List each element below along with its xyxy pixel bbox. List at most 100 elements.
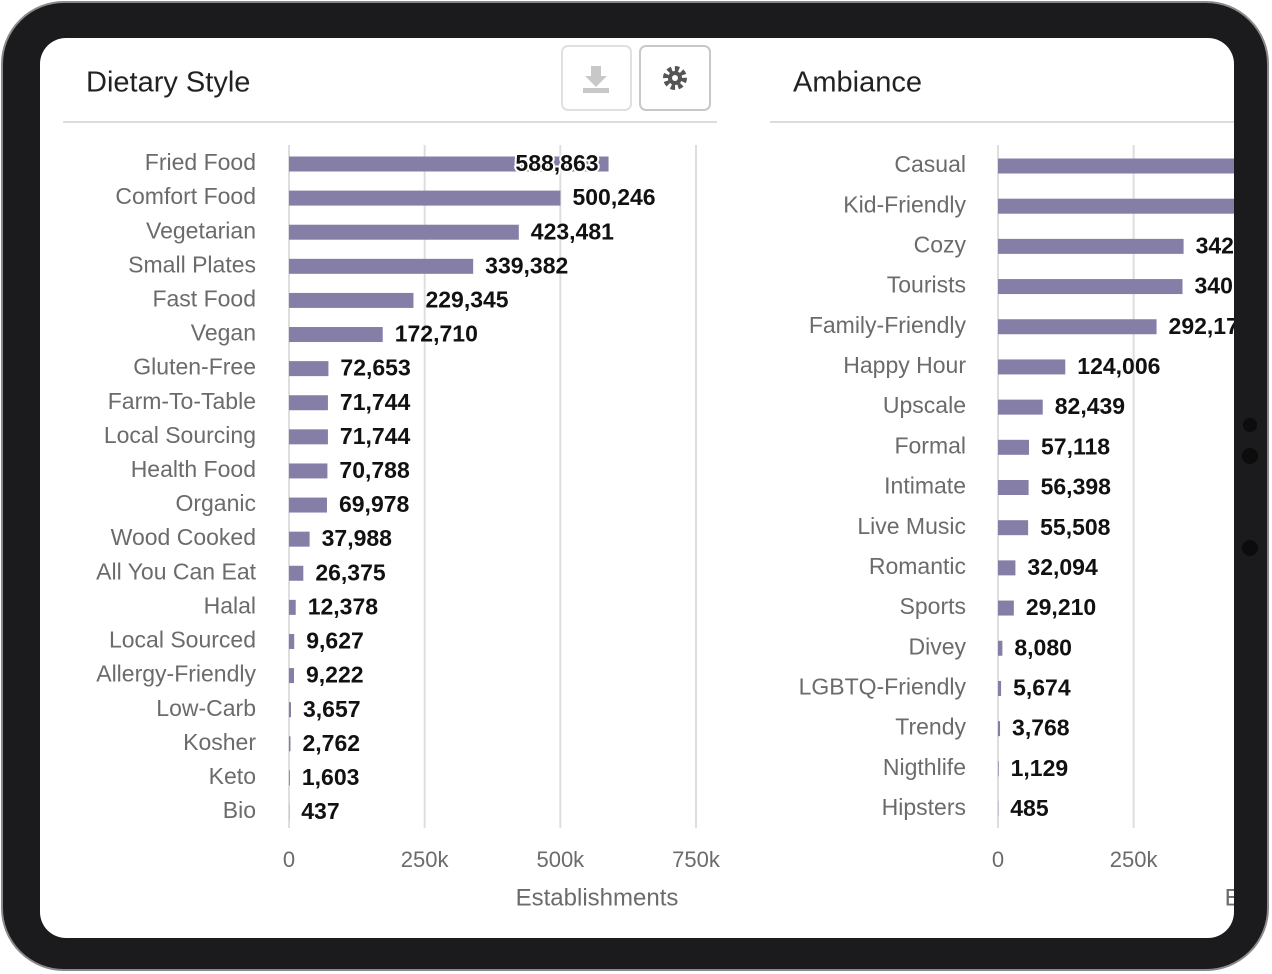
category-label: Trendy	[895, 714, 966, 740]
value-label: 588,863	[515, 150, 598, 176]
category-label: Health Food	[131, 456, 256, 482]
value-label: 32,094	[1027, 554, 1098, 580]
value-label: 12,378	[308, 593, 379, 619]
value-label: 423,481	[531, 218, 614, 244]
category-label: Kosher	[183, 729, 256, 755]
bar	[289, 668, 295, 684]
bar	[998, 359, 1066, 375]
value-label: 29,210	[1026, 594, 1096, 620]
bar	[998, 761, 999, 777]
category-label: Gluten-Free	[133, 354, 256, 380]
x-tick-label: 0	[283, 847, 295, 872]
category-label: Intimate	[884, 473, 966, 499]
category-label: Formal	[894, 432, 966, 458]
bar	[998, 399, 1043, 415]
value-label: 342,000	[1196, 232, 1272, 258]
value-label: 172,710	[395, 321, 478, 347]
category-label: Family-Friendly	[809, 312, 967, 338]
category-label: Romantic	[869, 553, 966, 579]
bar	[289, 258, 474, 274]
category-label: Vegan	[191, 320, 256, 346]
category-label: LGBTQ-Friendly	[799, 674, 967, 700]
category-label: All You Can Eat	[96, 558, 256, 584]
camera	[1243, 418, 1257, 432]
category-label: Farm-To-Table	[108, 388, 256, 414]
panel-title: Ambiance	[793, 67, 922, 99]
category-label: Vegetarian	[146, 217, 256, 243]
x-axis-label: Establishments	[1225, 884, 1272, 911]
bar	[289, 156, 609, 172]
bar	[289, 702, 291, 718]
bar	[289, 224, 519, 240]
value-label: 292,170	[1169, 313, 1252, 339]
bar	[289, 429, 328, 445]
bar	[289, 361, 329, 377]
value-label: 500,246	[572, 184, 655, 210]
screen-bg	[40, 38, 1234, 938]
category-label: Fast Food	[152, 285, 256, 311]
bar	[998, 600, 1014, 616]
sensor	[1242, 540, 1258, 556]
value-label: 5,674	[1013, 675, 1071, 701]
value-label: 3,768	[1012, 715, 1070, 741]
category-label: Nigthlife	[883, 754, 966, 780]
value-label: 71,744	[340, 389, 411, 415]
value-label: 340,000	[1195, 273, 1272, 299]
value-label: 485	[1010, 795, 1049, 821]
category-label: Cozy	[914, 231, 967, 257]
category-label: Live Music	[857, 513, 966, 539]
category-label: Allergy-Friendly	[96, 661, 256, 687]
bar	[289, 633, 295, 649]
bar	[998, 721, 1001, 737]
settings-button[interactable]	[639, 45, 711, 111]
bar	[998, 640, 1003, 656]
x-axis-label: Establishments	[516, 884, 679, 911]
screen: Dietary Style 0 250k 500k 750k Establishments…	[40, 38, 1272, 938]
category-label: Happy Hour	[843, 352, 966, 378]
category-label: Hipsters	[882, 794, 966, 820]
value-label: 437	[301, 798, 339, 824]
bar	[289, 565, 304, 581]
value-label: 69,978	[339, 491, 410, 517]
bar	[998, 198, 1234, 214]
bar	[998, 238, 1184, 254]
bar	[998, 520, 1029, 536]
x-tick-label: 750k	[672, 847, 721, 872]
category-label: Bio	[223, 797, 256, 823]
bar	[289, 395, 328, 411]
value-label: 82,439	[1055, 393, 1125, 419]
download-button[interactable]	[561, 45, 632, 111]
value-label: 339,382	[485, 252, 568, 278]
x-tick-label: 500k	[536, 847, 585, 872]
category-label: Kid-Friendly	[843, 191, 966, 217]
bar	[998, 680, 1002, 696]
value-label: 57,118	[1041, 433, 1110, 459]
x-tick-label: 250k	[401, 847, 450, 872]
bar	[289, 497, 327, 513]
category-label: Keto	[209, 763, 256, 789]
value-label: 1,129	[1011, 755, 1069, 781]
value-label: 26,375	[315, 559, 386, 585]
charts: Dietary Style 0 250k 500k 750k Establishments…	[86, 67, 1272, 911]
category-label: Fried Food	[145, 149, 256, 175]
value-label: 55,508	[1040, 514, 1111, 540]
panel-title: Dietary Style	[86, 67, 250, 99]
value-label: 9,222	[306, 662, 364, 688]
bar	[289, 770, 290, 786]
bar	[998, 319, 1157, 335]
x-tick-label: 0	[992, 847, 1004, 872]
value-label: 9,627	[306, 628, 364, 654]
bar	[998, 158, 1234, 174]
category-label: Small Plates	[128, 251, 256, 277]
category-label: Organic	[175, 490, 256, 516]
category-label: Tourists	[887, 272, 966, 298]
sensor	[1242, 448, 1258, 464]
bar	[998, 279, 1183, 295]
value-label: 8,080	[1014, 634, 1072, 660]
bar	[289, 599, 296, 615]
value-label: 72,653	[340, 355, 410, 381]
value-label: 124,006	[1077, 353, 1160, 379]
value-label: 56,398	[1041, 474, 1112, 500]
bar	[998, 480, 1029, 495]
category-label: Comfort Food	[115, 183, 256, 209]
